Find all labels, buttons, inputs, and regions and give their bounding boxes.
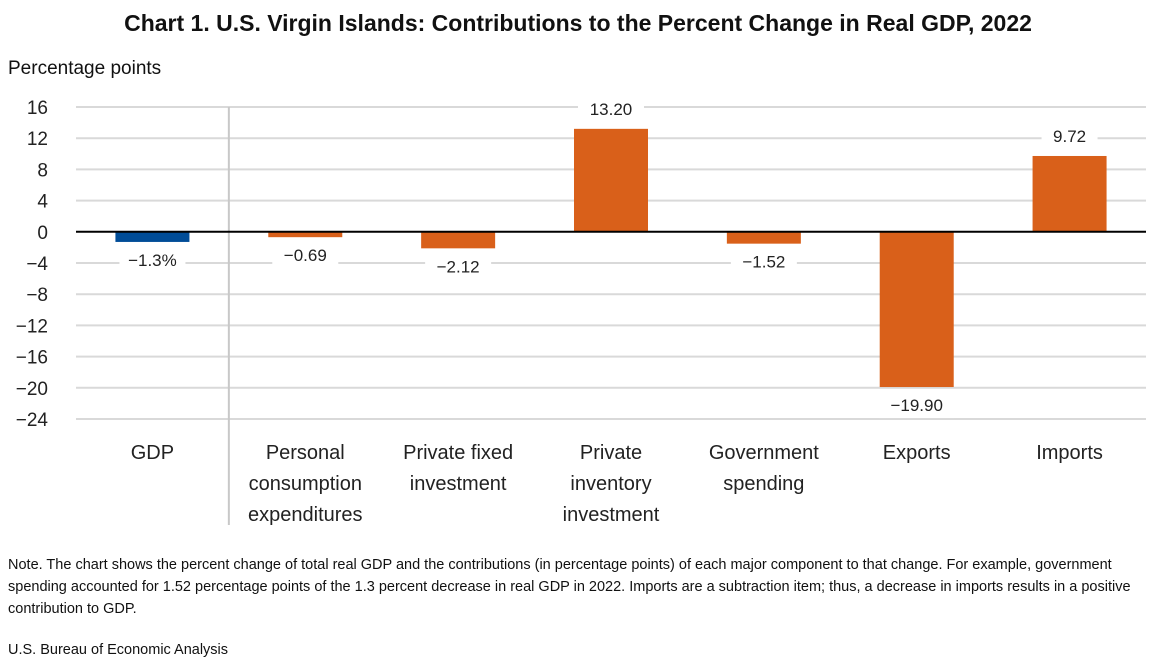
category-label: Personal: [266, 442, 345, 464]
category-label: Private: [580, 442, 642, 464]
category-label: expenditures: [248, 504, 363, 526]
category-label: Imports: [1036, 442, 1103, 464]
y-tick-label: −24: [16, 410, 49, 431]
data-label: 9.72: [1053, 127, 1086, 146]
y-tick-label: 4: [37, 192, 48, 213]
y-axis-label: Percentage points: [8, 58, 162, 79]
data-label: 13.20: [590, 100, 633, 119]
data-label: −2.12: [437, 257, 480, 276]
category-label: Private fixed: [403, 442, 513, 464]
category-label: consumption: [249, 473, 362, 495]
bar: [421, 231, 496, 249]
bar: [115, 231, 190, 242]
data-label: −1.52: [742, 253, 785, 272]
data-label-background: [1041, 124, 1098, 149]
category-label: investment: [410, 473, 507, 495]
source-credit: U.S. Bureau of Economic Analysis: [8, 642, 229, 658]
y-tick-label: 16: [27, 98, 48, 119]
category-label: investment: [563, 504, 660, 526]
category-label: spending: [723, 473, 804, 495]
category-label: inventory: [570, 473, 651, 495]
data-label-background: [878, 394, 955, 419]
y-tick-label: 8: [37, 160, 48, 181]
category-label: Government: [709, 442, 819, 464]
data-label: −0.69: [284, 246, 327, 265]
data-label: −1.3%: [128, 251, 177, 270]
data-label-background: [272, 244, 339, 269]
bar: [879, 231, 954, 388]
y-tick-label: −4: [26, 254, 48, 275]
y-tick-label: −8: [26, 285, 48, 306]
data-label-background: [119, 248, 186, 273]
data-label-background: [730, 250, 797, 275]
bar: [726, 231, 801, 244]
category-label: Exports: [883, 442, 951, 464]
bar: [574, 128, 648, 232]
y-tick-label: 0: [37, 223, 48, 244]
category-label: GDP: [131, 442, 174, 464]
bar: [1032, 155, 1107, 232]
y-tick-label: −16: [16, 348, 48, 369]
y-tick-label: −12: [16, 316, 48, 337]
y-tick-label: 12: [27, 129, 48, 150]
bar: [268, 231, 343, 238]
y-tick-label: −20: [16, 379, 48, 400]
chart-title: Chart 1. U.S. Virgin Islands: Contributi…: [124, 10, 1032, 36]
data-label-background: [578, 97, 644, 122]
data-label-background: [425, 255, 492, 280]
chart-note: Note. The chart shows the percent change…: [8, 557, 1131, 617]
data-label: −19.90: [890, 396, 942, 415]
bar-chart: 16 12 8 4 0 −4 −8 −12 −16 −20 −24 −1.3% GDP −0.69 Pers…: [16, 97, 1146, 526]
